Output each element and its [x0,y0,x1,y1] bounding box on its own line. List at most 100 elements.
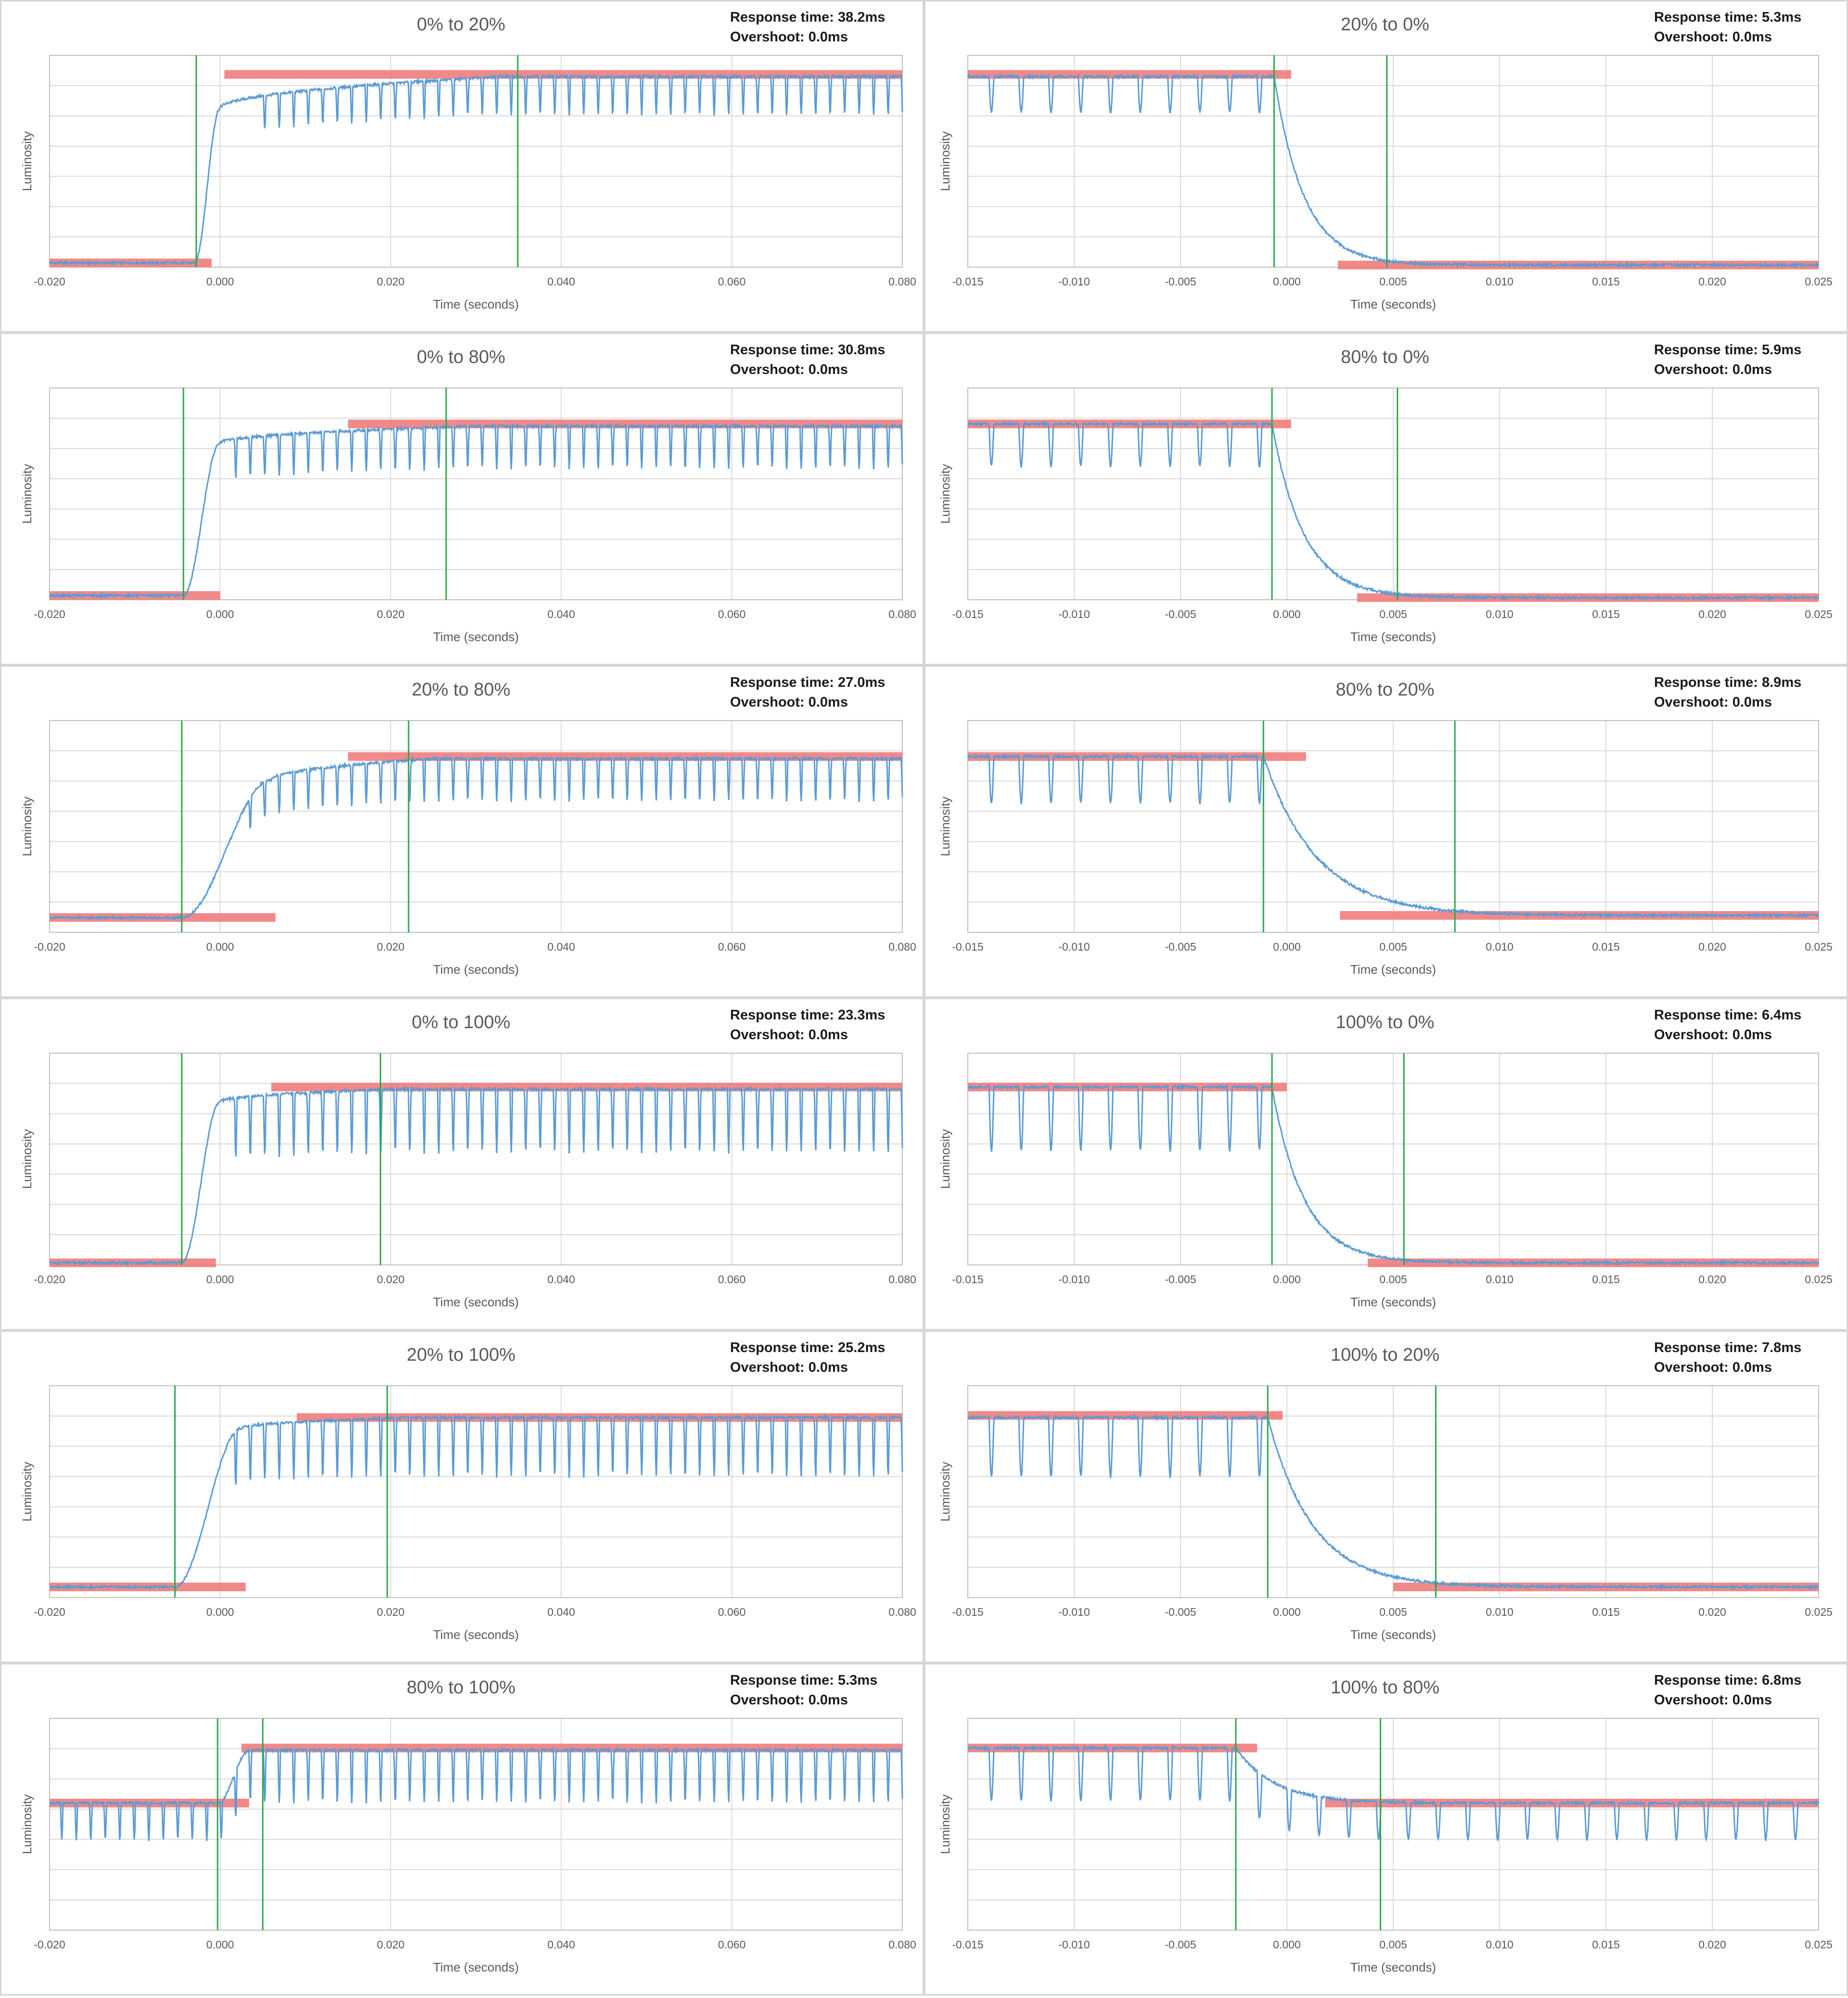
x-axis-label: Time (seconds) [433,297,519,311]
x-tick-label: 0.000 [1273,1938,1301,1951]
x-tick-label: 0.025 [1805,941,1833,953]
overshoot-label: Overshoot: 0.0ms [1654,1360,1772,1375]
x-tick-label: 0.010 [1486,1606,1514,1618]
x-tick-label: 0.020 [1698,608,1726,620]
chart-panel: -0.015 -0.010 -0.005 0.000 0.005 0.010 0.015 0.… [924,1330,1848,1663]
x-tick-label: 0.015 [1592,275,1620,288]
luminosity-series-line [967,73,1819,270]
x-tick-label: 0.040 [547,941,575,953]
x-tick-label: 0.015 [1592,608,1620,620]
chart-panel: -0.015 -0.010 -0.005 0.000 0.005 0.010 0.015 0.… [924,333,1848,665]
x-tick-label: 0.020 [377,1273,405,1286]
plot-area [49,1718,903,1931]
x-tick-label: 0.000 [206,608,234,620]
chart-title: 0% to 100% [412,1012,511,1032]
x-tick-label: 0.060 [718,608,746,620]
x-tick-label: 0.015 [1592,1606,1620,1618]
chart-title: 100% to 0% [1336,1012,1435,1032]
luminosity-series-line [49,73,903,267]
x-tick-label: -0.020 [34,275,65,288]
x-tick-label: 0.080 [888,1273,916,1286]
x-tick-label: 0.000 [206,275,234,288]
x-axis-label: Time (seconds) [433,630,519,644]
luminosity-chart: -0.015 -0.010 -0.005 0.000 0.005 0.010 0.015 0.… [938,1673,1833,1974]
overshoot-label: Overshoot: 0.0ms [1654,1692,1772,1708]
chart-title: 100% to 20% [1331,1345,1439,1365]
chart-title: 80% to 20% [1336,680,1435,700]
luminosity-chart: -0.015 -0.010 -0.005 0.000 0.005 0.010 0.015 0.… [938,10,1833,311]
x-tick-label: 0.040 [547,608,575,620]
x-tick-label: 0.000 [206,941,234,953]
chart-panel: -0.020 0.000 0.020 0.040 0.060 0.080 0% to 100… [0,998,924,1330]
x-tick-label: 0.040 [547,1273,575,1286]
chart-panel: -0.020 0.000 0.020 0.040 0.060 0.080 20% to 80… [0,665,924,998]
chart-title: 0% to 80% [417,347,505,367]
response-time-label: Response time: 7.8ms [1654,1340,1801,1355]
chart-title: 80% to 100% [407,1677,515,1698]
x-tick-label: -0.015 [952,275,983,288]
x-tick-label: -0.010 [1058,1938,1090,1951]
chart-panel: -0.020 0.000 0.020 0.040 0.060 0.080 0% to 20%… [0,0,924,333]
luminosity-chart: -0.020 0.000 0.020 0.040 0.060 0.080 0% to 80%… [20,342,916,644]
y-axis-label: Luminosity [20,1129,34,1189]
x-tick-label: -0.020 [34,1938,65,1951]
plot-area [49,720,903,933]
x-tick-label: -0.020 [34,608,65,620]
luminosity-series-line [49,422,903,600]
x-tick-label: 0.025 [1805,1938,1833,1951]
x-tick-label: 0.020 [1698,1273,1726,1286]
luminosity-chart: -0.020 0.000 0.020 0.040 0.060 0.080 80% to 10… [20,1673,916,1974]
x-tick-label: 0.015 [1592,1938,1620,1951]
x-tick-label: -0.010 [1058,275,1090,288]
x-tick-label: -0.005 [1165,1606,1196,1618]
chart-panel: -0.015 -0.010 -0.005 0.000 0.005 0.010 0.015 0.… [924,0,1848,333]
y-axis-label: Luminosity [938,1794,952,1854]
chart-panel: -0.020 0.000 0.020 0.040 0.060 0.080 0% to 80%… [0,333,924,665]
x-tick-label: 0.020 [377,941,405,953]
luminosity-series-line [967,420,1820,602]
x-tick-label: 0.000 [1273,608,1301,620]
x-tick-label: -0.015 [952,1606,983,1618]
x-tick-label: 0.080 [888,941,916,953]
x-tick-label: 0.060 [718,1606,746,1618]
x-tick-label: -0.020 [34,1273,65,1286]
chart-panel: -0.020 0.000 0.020 0.040 0.060 0.080 20% to 10… [0,1330,924,1663]
x-tick-label: 0.020 [377,275,405,288]
y-axis-label: Luminosity [20,1794,34,1854]
response-time-label: Response time: 5.3ms [730,1673,877,1688]
y-axis-label: Luminosity [938,797,952,856]
y-axis-label: Luminosity [938,1129,952,1189]
overshoot-label: Overshoot: 0.0ms [1654,29,1772,45]
overshoot-label: Overshoot: 0.0ms [730,1360,848,1375]
response-time-label: Response time: 30.8ms [730,342,885,358]
response-time-label: Response time: 6.4ms [1654,1007,1801,1023]
chart-panel: -0.020 0.000 0.020 0.040 0.060 0.080 80% to 10… [0,1663,924,1996]
x-tick-label: 0.005 [1379,275,1407,288]
y-axis-label: Luminosity [20,131,34,191]
x-tick-label: 0.060 [718,275,746,288]
overshoot-label: Overshoot: 0.0ms [1654,362,1772,377]
luminosity-chart: -0.015 -0.010 -0.005 0.000 0.005 0.010 0.015 0.… [938,1007,1833,1309]
response-time-label: Response time: 5.9ms [1654,342,1801,358]
x-tick-label: 0.010 [1486,1273,1514,1286]
luminosity-chart: -0.020 0.000 0.020 0.040 0.060 0.080 20% to 10… [20,1340,916,1642]
chart-title: 20% to 0% [1341,14,1429,35]
x-tick-label: 0.005 [1379,1938,1407,1951]
response-time-label: Response time: 23.3ms [730,1007,885,1023]
x-tick-label: 0.020 [1698,1606,1726,1618]
luminosity-chart: -0.015 -0.010 -0.005 0.000 0.005 0.010 0.015 0.… [938,675,1833,977]
x-tick-label: -0.010 [1058,1606,1090,1618]
luminosity-chart: -0.015 -0.010 -0.005 0.000 0.005 0.010 0.015 0.… [938,1340,1833,1642]
x-axis-label: Time (seconds) [1350,630,1436,644]
x-axis-label: Time (seconds) [1350,1960,1436,1974]
luminosity-series-line [49,1413,903,1591]
x-tick-label: 0.020 [377,1938,405,1951]
x-tick-label: 0.040 [547,1938,575,1951]
x-tick-label: 0.020 [1698,941,1726,953]
x-tick-label: 0.010 [1486,275,1514,288]
overshoot-label: Overshoot: 0.0ms [730,1692,848,1708]
x-tick-label: 0.005 [1379,941,1407,953]
luminosity-chart: -0.020 0.000 0.020 0.040 0.060 0.080 0% to 100… [20,1007,916,1309]
x-axis-label: Time (seconds) [433,1627,519,1642]
